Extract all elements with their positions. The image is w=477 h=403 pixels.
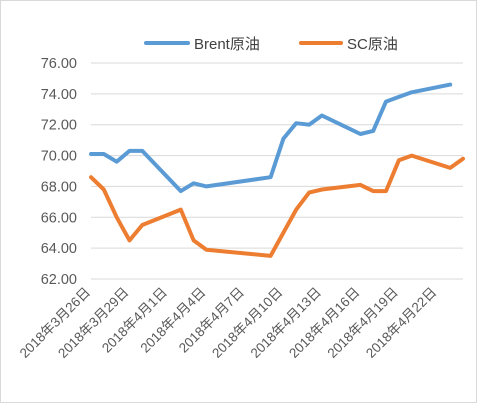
y-tick-label: 62.00: [41, 272, 77, 288]
legend-label-brent: Brent原油: [194, 36, 260, 53]
y-tick-label: 76.00: [41, 56, 77, 72]
x-axis-ticks: 2018年3月26日2018年3月29日2018年4月1日2018年4月4日20…: [17, 285, 440, 361]
y-tick-label: 66.00: [41, 210, 77, 226]
series-line-sc: [89, 153, 465, 258]
legend-label-sc: SC原油: [347, 36, 398, 53]
y-tick-label: 72.00: [41, 118, 77, 134]
y-tick-label: 68.00: [41, 179, 77, 195]
gridlines: [91, 62, 463, 280]
y-tick-label: 74.00: [41, 87, 77, 103]
series-lines: [89, 82, 465, 258]
y-tick-label: 64.00: [41, 241, 77, 257]
series-line-brent: [89, 82, 453, 194]
y-tick-label: 70.00: [41, 149, 77, 165]
x-tick-label: 2018年4月22日: [363, 285, 439, 361]
y-axis-ticks: 62.00 64.00 66.00 68.00 70.00 72.00 74.00 76.00: [41, 56, 77, 288]
legend: Brent原油 SC原油: [144, 36, 398, 53]
